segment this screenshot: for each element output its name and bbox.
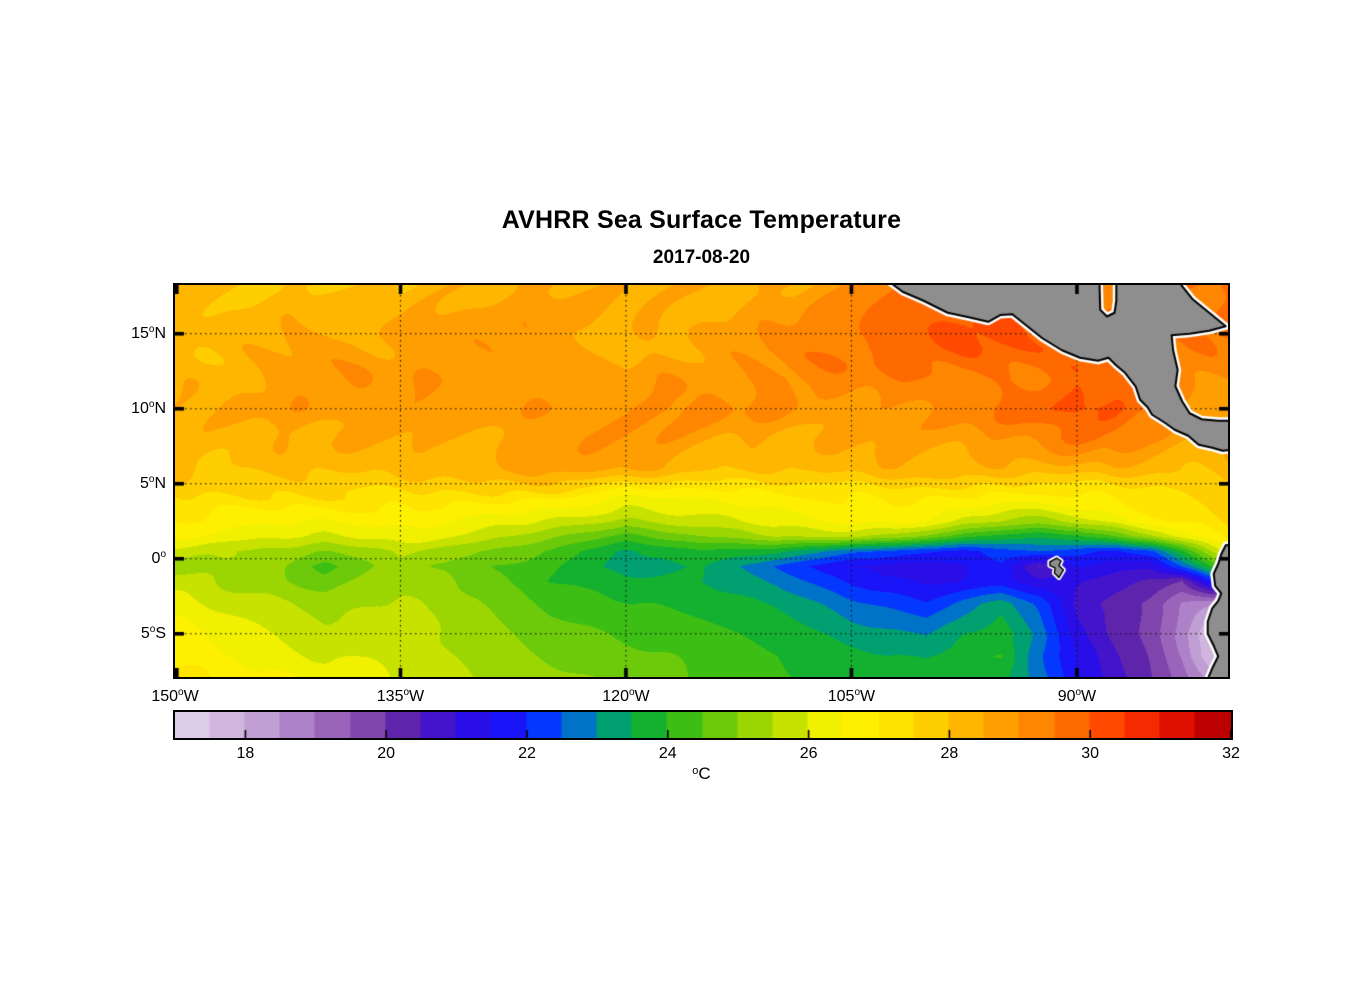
colorbar-tick-label: 24 <box>658 745 677 762</box>
colorbar-unit-label: oC <box>175 764 1228 784</box>
unit-letter: C <box>698 764 711 783</box>
y-tick-label: 0o <box>151 548 166 567</box>
colorbar <box>173 710 1233 740</box>
colorbar-tick-label: 32 <box>1222 745 1240 762</box>
figure-title: AVHRR Sea Surface Temperature <box>501 206 902 234</box>
colorbar-tick-label: 20 <box>377 745 396 762</box>
y-tick-label: 5oN <box>139 473 166 492</box>
sst-map-canvas <box>175 285 1228 677</box>
y-tick-label: 15oN <box>131 323 166 342</box>
colorbar-tick-label: 28 <box>940 745 959 762</box>
colorbar-tick-label: 18 <box>236 745 255 762</box>
x-tick-label: 90oW <box>1057 687 1097 706</box>
colorbar-tick-label: 30 <box>1081 745 1100 762</box>
x-tick-label: 105oW <box>827 687 876 706</box>
x-tick-label: 150oW <box>151 687 199 706</box>
y-tick-label: 5oS <box>140 623 166 642</box>
x-tick-label: 135oW <box>376 687 425 706</box>
degree-symbol: o <box>692 765 699 777</box>
colorbar-tick-label: 22 <box>518 745 536 762</box>
figure-date: 2017-08-20 <box>652 247 751 268</box>
map-plot-area <box>173 283 1230 679</box>
x-tick-label: 120oW <box>602 687 650 706</box>
y-tick-label: 10oN <box>131 398 166 417</box>
colorbar-tick-label: 26 <box>799 745 818 762</box>
colorbar-canvas <box>175 712 1231 738</box>
